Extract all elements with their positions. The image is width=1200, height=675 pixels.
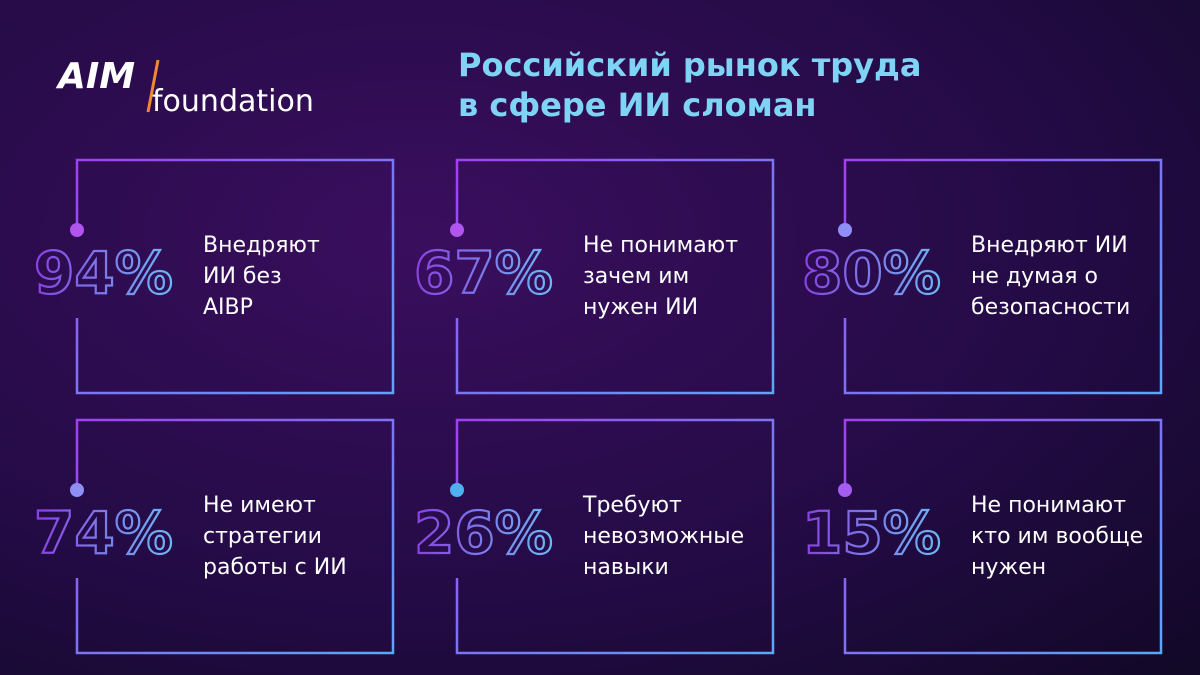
stat-text: Внедряют ИИ [971, 233, 1128, 258]
stat-text: стратегии [203, 524, 322, 549]
stat-text: Не понимают [971, 493, 1126, 518]
card-frame [455, 418, 775, 655]
card-dot [450, 223, 464, 237]
stat-value: 15% [802, 499, 941, 567]
stat-text: кто им вообще [971, 524, 1143, 549]
stat-text: Не понимают [583, 233, 738, 258]
cards: 94% Внедряют ИИ без AIBP 67% Не понимают зачем… [33, 158, 1163, 655]
card-frame [75, 158, 395, 395]
stat-card: 67% Не понимают зачем им нужен ИИ [413, 158, 775, 395]
card-frame [843, 418, 1163, 655]
stat-text: AIBP [203, 295, 253, 320]
stat-text: навыки [583, 555, 669, 580]
stat-text: Внедряют [203, 233, 320, 258]
stat-card: 94% Внедряют ИИ без AIBP [33, 158, 395, 395]
stat-text: ИИ без [203, 264, 282, 289]
stat-text: зачем им [583, 264, 689, 289]
stat-text: не думая о [971, 264, 1098, 289]
logo-sub: foundation [152, 84, 314, 119]
stat-value: 94% [34, 239, 173, 307]
card-frame [843, 158, 1163, 395]
card-frame [75, 418, 395, 655]
stat-text: нужен ИИ [583, 295, 698, 320]
card-dot [838, 223, 852, 237]
stat-text: нужен [971, 555, 1046, 580]
stat-card: 26% Требуют невозможные навыки [413, 418, 775, 655]
stat-text: безопасности [971, 295, 1130, 320]
card-dot [838, 483, 852, 497]
stat-card: 80% Внедряют ИИ не думая о безопасности [801, 158, 1163, 395]
card-dot [450, 483, 464, 497]
stat-value: 74% [34, 499, 173, 567]
title-line: в сфере ИИ сломан [458, 86, 817, 124]
stat-text: работы с ИИ [203, 555, 347, 580]
logo-slash [146, 59, 160, 113]
stat-text: невозможные [583, 524, 744, 549]
logo-brand: AIM [55, 56, 135, 97]
stat-value: 67% [414, 239, 553, 307]
card-frame [455, 158, 775, 395]
card-dot [70, 223, 84, 237]
stat-value: 80% [802, 239, 941, 307]
stat-card: 74% Не имеют стратегии работы с ИИ [33, 418, 395, 655]
stat-text: Не имеют [203, 493, 316, 518]
stat-text: Требуют [582, 493, 682, 518]
stat-card: 15% Не понимают кто им вообще нужен [801, 418, 1163, 655]
stat-value: 26% [414, 499, 553, 567]
card-dot [70, 483, 84, 497]
title-line: Российский рынок труда [458, 46, 921, 84]
